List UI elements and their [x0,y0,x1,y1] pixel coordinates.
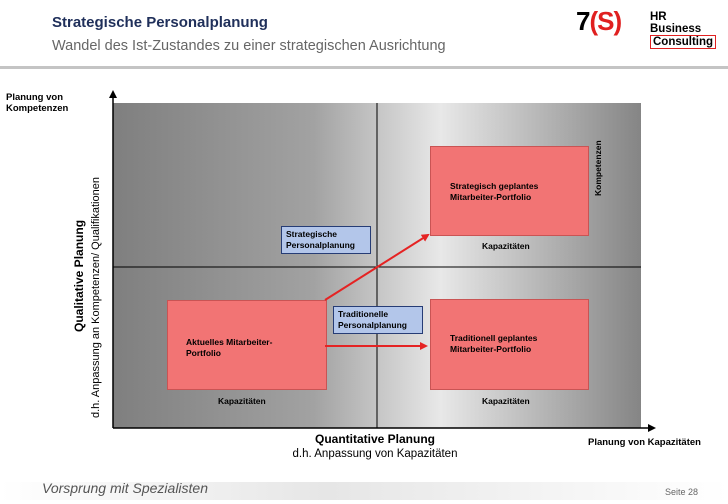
footer-slogan: Vorsprung mit Spezialisten [42,480,209,496]
page-title: Strategische Personalplanung [52,14,268,31]
logo-line1: HR Business [650,11,702,35]
page-subtitle: Wandel des Ist-Zustandes zu einer strate… [52,38,446,54]
current-portfolio-label: Aktuelles Mitarbeiter-Portfolio [186,337,273,358]
y-axis-title: Qualitative Planung [72,219,86,332]
box-strategic-portfolio [430,146,589,236]
traditional-portfolio-label: Traditionell geplantes Mitarbeiter-Portf… [450,333,538,354]
logo-line2: Consulting [650,35,717,49]
company-logo: 7(S) HR Business Consulting [576,6,717,49]
traditional-planning-tag: Traditionelle Personalplanung [333,306,423,334]
box-traditional-portfolio [430,299,589,390]
x-axis-title: Quantitative Planung [314,432,435,446]
y-axis-subtitle: d.h. Anpassung an Kompetenzen/ Qualifika… [90,177,102,418]
strategic-capacity-label: Kapazitäten [482,241,530,251]
box-current-portfolio [167,300,327,390]
strategic-portfolio-label: Strategisch geplantes Mitarbeiter-Portfo… [450,181,539,202]
footer-bar [0,482,728,500]
current-capacity-label: Kapazitäten [218,396,266,406]
x-axis-right-label: Planung von Kapazitäten [588,437,701,448]
strategic-planning-tag: Strategische Personalplanung [281,226,371,254]
header-divider [0,66,728,69]
y-axis-top-label: Planung von Kompetenzen [6,92,69,114]
logo-mark: 7(S) [576,6,622,36]
logo-text: HR Business Consulting [650,11,717,49]
page-number: Seite 28 [665,487,699,497]
x-axis-subtitle: d.h. Anpassung von Kapazitäten [292,448,458,460]
strategic-arrow [324,233,430,301]
traditional-capacity-label: Kapazitäten [482,396,530,406]
